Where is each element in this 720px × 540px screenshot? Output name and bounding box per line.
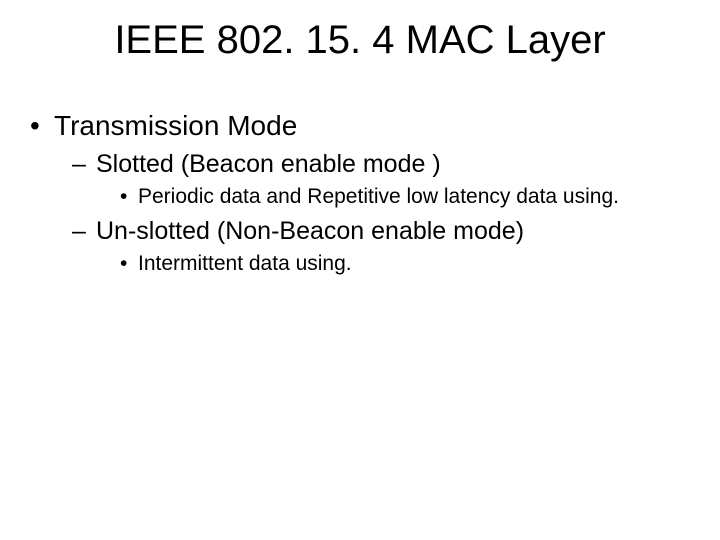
bullet-l2: Un-slotted (Non-Beacon enable mode) <box>30 217 690 246</box>
bullet-l3: Periodic data and Repetitive low latency… <box>30 185 690 209</box>
slide-title: IEEE 802. 15. 4 MAC Layer <box>0 18 720 63</box>
slide-body: Transmission Mode Slotted (Beacon enable… <box>30 110 690 284</box>
bullet-l2: Slotted (Beacon enable mode ) <box>30 150 690 179</box>
bullet-l1: Transmission Mode <box>30 110 690 142</box>
slide: IEEE 802. 15. 4 MAC Layer Transmission M… <box>0 0 720 540</box>
bullet-l3: Intermittent data using. <box>30 252 690 276</box>
